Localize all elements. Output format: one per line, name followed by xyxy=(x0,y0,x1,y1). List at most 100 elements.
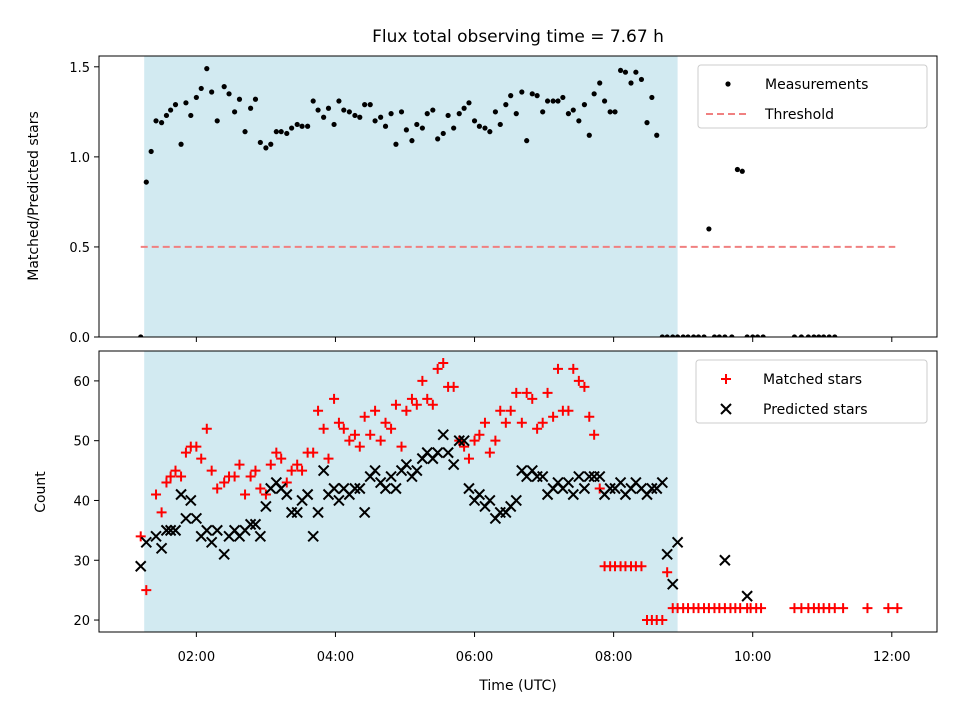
measurement-point xyxy=(798,334,804,337)
legend-label: Matched stars xyxy=(763,372,862,388)
predicted-point xyxy=(463,482,475,495)
measurement-point xyxy=(321,114,327,120)
matched-point xyxy=(636,561,647,572)
measurement-point xyxy=(841,0,846,3)
bottom-panel: 20 30 40 50 60 02:00 04:00 06:00 08:00 10:00 12:00… xyxy=(73,350,938,665)
measurement-point xyxy=(739,168,745,174)
x-tick-label: 04:00 xyxy=(317,650,354,665)
measurement-point xyxy=(832,334,838,337)
measurement-point xyxy=(236,96,243,102)
top-y-tick-label: 1.5 xyxy=(69,61,90,76)
matched-point xyxy=(448,381,459,392)
matched-point xyxy=(161,477,172,488)
measurement-point xyxy=(193,94,199,101)
predicted-stars-series xyxy=(135,428,753,602)
measurement-point xyxy=(409,138,415,144)
matched-point xyxy=(380,417,391,428)
predicted-point xyxy=(411,464,423,477)
x-tick-label: 08:00 xyxy=(595,650,632,665)
measurement-point xyxy=(622,69,629,75)
measurement-point xyxy=(352,112,358,119)
top-y-tick-label: 0.5 xyxy=(69,241,90,256)
matched-point xyxy=(463,453,474,464)
matched-point xyxy=(527,393,538,404)
measurement-point xyxy=(497,121,503,128)
predicted-point xyxy=(164,524,177,537)
measurement-point xyxy=(183,100,189,106)
matched-point xyxy=(552,363,563,374)
matched-point xyxy=(170,465,181,476)
matched-point xyxy=(756,603,767,614)
measurement-point xyxy=(273,129,279,135)
chart-title: Flux total observing time = 7.67 h xyxy=(372,27,664,47)
predicted-point xyxy=(205,536,218,549)
matched-point xyxy=(521,387,532,398)
predicted-point xyxy=(379,482,392,495)
measurement-point xyxy=(331,121,337,128)
matched-point xyxy=(883,603,894,614)
bottom-y-tick-label: 50 xyxy=(73,435,90,450)
measurement-point xyxy=(649,94,655,101)
measurement-point xyxy=(638,76,645,83)
matched-point xyxy=(438,357,449,368)
measurement-point xyxy=(461,105,467,111)
matched-point xyxy=(594,483,605,494)
measurement-point xyxy=(760,334,766,337)
matched-point xyxy=(240,489,251,500)
matched-point xyxy=(892,603,903,614)
legend-marker-measurements xyxy=(725,81,731,87)
x-tick-label: 06:00 xyxy=(456,650,493,665)
legend-box xyxy=(695,359,928,424)
measurement-point xyxy=(456,111,462,117)
matched-point xyxy=(542,387,553,398)
measurement-point xyxy=(299,123,305,129)
measurement-point xyxy=(750,334,756,337)
measurement-point xyxy=(607,109,613,115)
predicted-point xyxy=(160,524,173,537)
measurement-point xyxy=(153,118,159,124)
matched-point xyxy=(297,465,308,476)
matched-point xyxy=(135,531,146,542)
bottom-y-tick-label: 20 xyxy=(73,614,90,629)
x-tick-label: 10:00 xyxy=(734,650,771,665)
measurement-point xyxy=(398,109,405,115)
measurement-point xyxy=(886,0,891,3)
predicted-point xyxy=(175,488,187,501)
matched-point xyxy=(245,471,256,482)
measurement-point xyxy=(576,118,582,124)
predicted-point xyxy=(358,506,371,519)
matched-point xyxy=(338,423,349,434)
predicted-point xyxy=(135,560,147,572)
matched-point xyxy=(469,435,480,446)
matched-point xyxy=(829,603,840,614)
measurement-point xyxy=(560,94,566,101)
predicted-point xyxy=(583,470,595,483)
measurement-point xyxy=(263,145,269,151)
predicted-point xyxy=(484,494,496,507)
measurement-point xyxy=(540,109,546,115)
matched-point xyxy=(427,399,438,410)
x-tick-label: 12:00 xyxy=(873,650,910,665)
measurement-point xyxy=(226,91,232,97)
matched-point xyxy=(862,603,873,614)
measurement-point xyxy=(555,98,561,104)
top-panel: 0.0 0.5 1.0 1.5 Measurements Threshold xyxy=(69,0,938,346)
predicted-point xyxy=(190,512,203,525)
measurement-point xyxy=(487,129,493,135)
predicted-point xyxy=(354,482,366,495)
predicted-point xyxy=(260,500,272,513)
measurement-point xyxy=(248,105,254,111)
matched-point xyxy=(479,417,490,428)
matched-stars-series xyxy=(135,357,903,626)
measurement-point xyxy=(597,80,603,86)
measurement-point xyxy=(675,334,681,337)
matched-point xyxy=(333,417,344,428)
predicted-point xyxy=(369,464,381,477)
measurement-point xyxy=(284,130,290,137)
measurement-point xyxy=(214,118,220,124)
measurement-point xyxy=(628,80,634,86)
measurement-point xyxy=(513,111,519,117)
matched-point xyxy=(490,435,501,446)
measurement-point xyxy=(451,125,457,131)
